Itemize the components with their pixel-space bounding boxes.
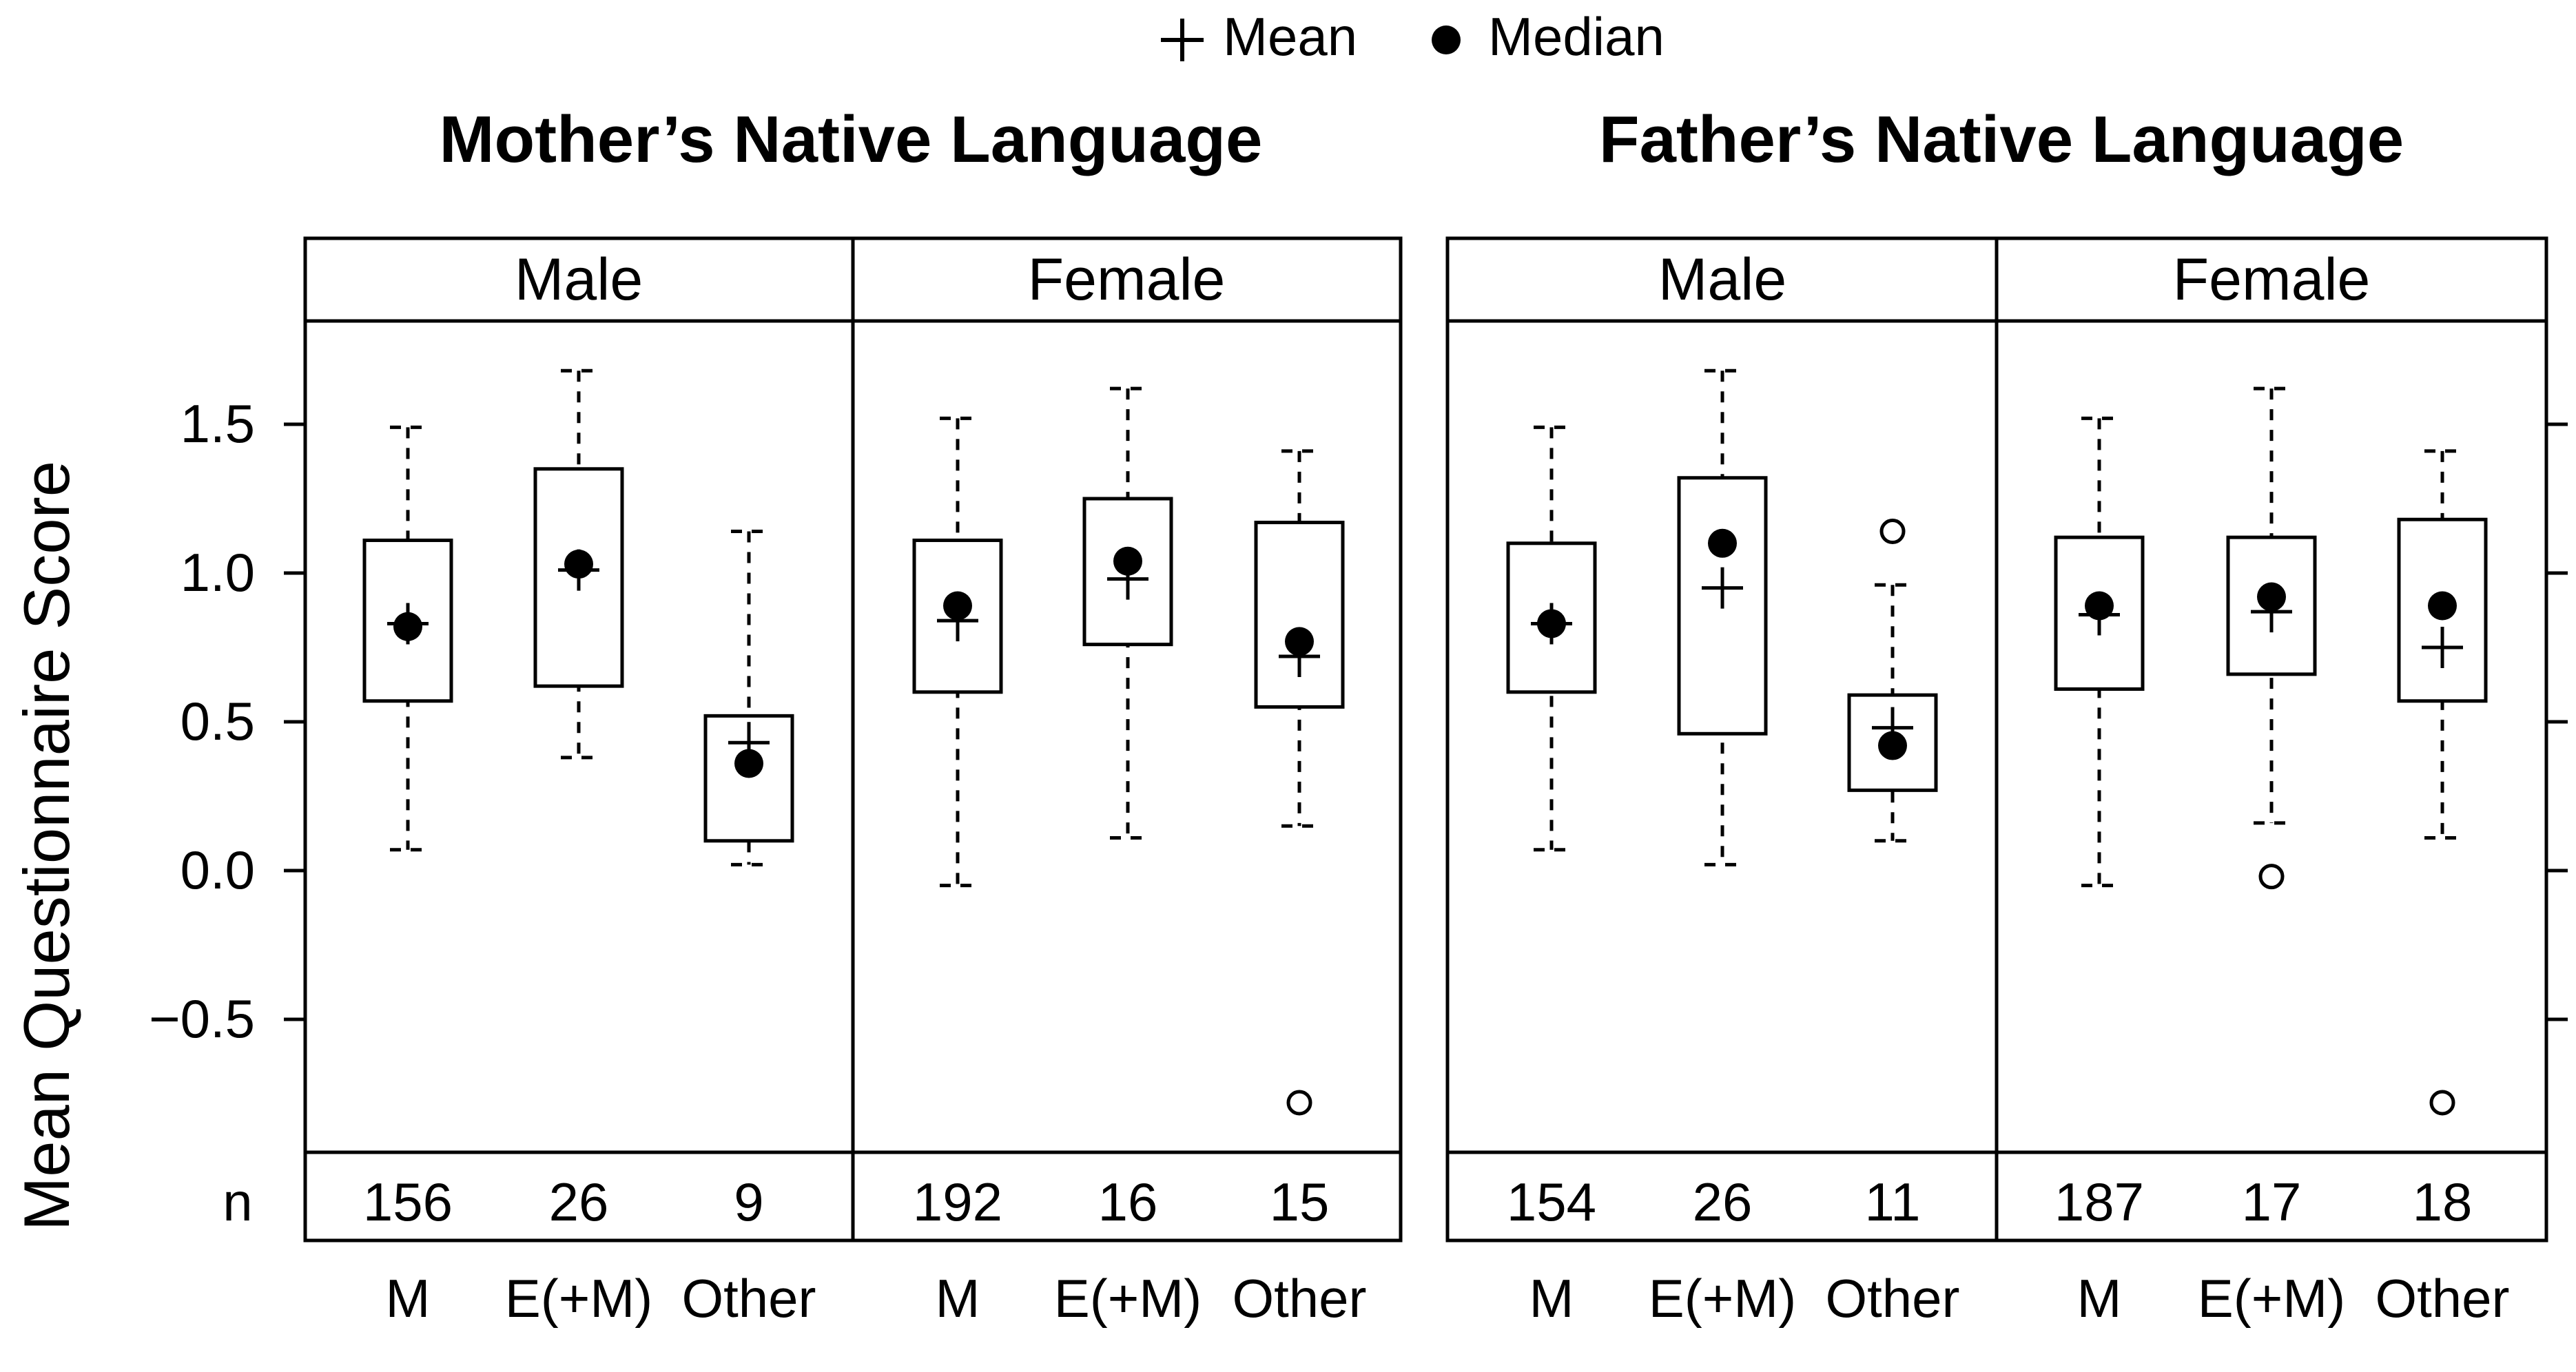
strip-label-male: Male (515, 247, 643, 313)
x-tick-label: E(+M) (505, 1268, 653, 1329)
x-tick-label: M (2077, 1268, 2122, 1329)
father-block: Male Female (1445, 236, 2568, 1329)
n-count: 16 (1098, 1172, 1158, 1232)
right-panel-title: Father’s Native Language (1599, 103, 2404, 176)
y-tick-label: 1.5 (181, 393, 255, 454)
mean-marker (1107, 558, 1148, 600)
mean-marker (1702, 567, 1743, 609)
mean-marker (2079, 594, 2120, 636)
mother-female-box-e (1082, 386, 1173, 840)
mean-marker (728, 722, 770, 764)
mean-marker (1872, 707, 1913, 749)
mean-marker (2422, 627, 2463, 668)
iqr-box (703, 714, 794, 843)
x-tick-label: E(+M) (1054, 1268, 1202, 1329)
x-tick-label: Other (2375, 1268, 2509, 1329)
median-point (2428, 591, 2457, 621)
y-tick-label: 1.0 (181, 542, 255, 603)
n-row-label: n (223, 1172, 252, 1232)
legend-mean-marker (1161, 19, 1204, 61)
n-count: 156 (363, 1172, 453, 1232)
median-point (734, 749, 763, 778)
x-tick-label: E(+M) (2198, 1268, 2346, 1329)
n-count: 18 (2413, 1172, 2473, 1232)
left-panel-title: Mother’s Native Language (440, 103, 1263, 176)
n-count: 26 (549, 1172, 609, 1232)
n-count: 154 (1507, 1172, 1596, 1232)
y-tick-label: −0.5 (149, 988, 255, 1049)
strip-label-male: Male (1658, 247, 1786, 313)
x-tick-label: M (1529, 1268, 1574, 1329)
mean-marker (1279, 635, 1320, 677)
n-count: 17 (2242, 1172, 2302, 1232)
outlier-point (2258, 864, 2285, 890)
y-tick-label: 0.5 (181, 691, 255, 751)
strip-label-female: Female (2173, 247, 2371, 313)
mother-male-box-other (703, 530, 794, 866)
y-tick-labels: −0.5 0.0 0.5 1.0 1.5 (149, 393, 255, 1049)
mean-marker (2251, 591, 2292, 633)
father-male-box-other (1847, 519, 1938, 843)
n-count: 26 (1693, 1172, 1753, 1232)
y-axis-label: Mean Questionnaire Score (10, 461, 83, 1231)
mother-male-box-m (362, 425, 453, 852)
n-count: 11 (1865, 1172, 1921, 1232)
father-male-box-m (1506, 425, 1597, 852)
n-count: 15 (1270, 1172, 1330, 1232)
mother-female-box-m (912, 416, 1003, 888)
legend-median-label: Median (1488, 6, 1665, 67)
legend-mean-label: Mean (1223, 6, 1357, 67)
legend: Mean Median (1161, 6, 1665, 67)
n-count: 9 (734, 1172, 763, 1232)
outlier-point (1879, 519, 1906, 545)
median-point (1708, 528, 1737, 558)
iqr-box (1254, 521, 1345, 709)
y-tick-label: 0.0 (181, 840, 255, 900)
x-tick-label: Other (681, 1268, 816, 1329)
n-count: 187 (2054, 1172, 2144, 1232)
x-tick-label: E(+M) (1649, 1268, 1797, 1329)
mother-male-box-e (533, 368, 624, 760)
mean-marker (937, 600, 978, 642)
x-tick-label: Other (1232, 1268, 1366, 1329)
n-count: 192 (913, 1172, 1002, 1232)
father-female-box-m (2054, 416, 2145, 888)
father-female-box-e (2226, 386, 2317, 890)
outlier-point (1286, 1090, 1312, 1116)
x-tick-label: M (386, 1268, 431, 1329)
mean-marker (387, 603, 429, 645)
x-tick-label: Other (1825, 1268, 1959, 1329)
x-tick-label: M (936, 1268, 980, 1329)
iqr-box (2226, 535, 2317, 676)
father-male-box-e (1677, 368, 1768, 866)
father-female-box-other (2397, 449, 2488, 1116)
strip-label-female: Female (1028, 247, 1226, 313)
mean-marker (1531, 603, 1572, 645)
mean-marker (558, 549, 599, 591)
outlier-point (2429, 1090, 2455, 1116)
mother-female-box-other (1254, 449, 1345, 1116)
mother-block: Male Female (284, 236, 1403, 1329)
legend-median-marker (1432, 25, 1461, 54)
